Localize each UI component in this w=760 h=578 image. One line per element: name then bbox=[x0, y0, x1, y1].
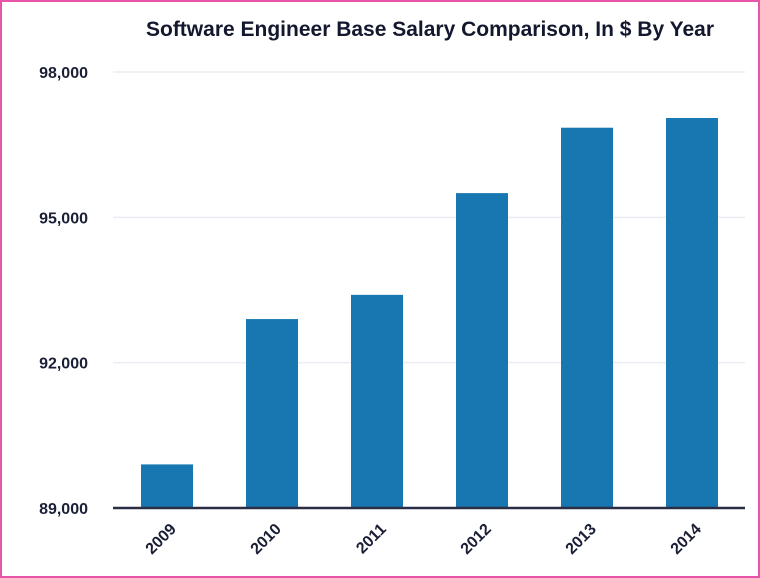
y-tick-label: 98,000 bbox=[39, 65, 88, 82]
bar-2011 bbox=[351, 294, 403, 508]
x-tick-label: 2010 bbox=[248, 521, 285, 558]
x-tick-label: 2013 bbox=[563, 521, 600, 558]
bar-2010 bbox=[246, 319, 298, 508]
grid-lines bbox=[113, 71, 745, 364]
chart-title: Software Engineer Base Salary Comparison… bbox=[146, 18, 714, 41]
x-tick-label: 2009 bbox=[143, 521, 180, 558]
x-tick-label: 2012 bbox=[458, 521, 495, 558]
x-tick-label: 2011 bbox=[353, 521, 390, 558]
y-tick-label: 89,000 bbox=[39, 501, 88, 518]
bar-2013 bbox=[561, 127, 613, 508]
bar-2014 bbox=[666, 118, 718, 509]
bar-2012 bbox=[456, 193, 508, 508]
y-tick-labels: 89,000 92,000 95,000 98,000 bbox=[39, 65, 88, 518]
y-tick-label: 92,000 bbox=[39, 356, 88, 373]
x-tick-label: 2014 bbox=[668, 521, 705, 558]
y-tick-label: 95,000 bbox=[39, 210, 88, 227]
bars bbox=[141, 118, 718, 509]
x-tick-labels: 2009 2010 2011 2012 2013 2014 bbox=[143, 521, 705, 558]
bar-2009 bbox=[141, 464, 193, 508]
